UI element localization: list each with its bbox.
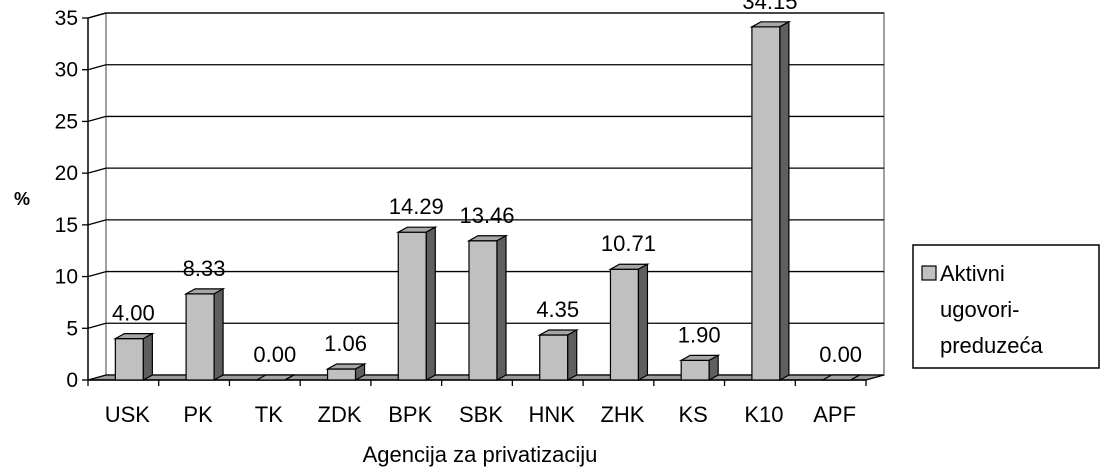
bar xyxy=(820,374,862,381)
legend-line-1: Aktivni xyxy=(940,261,1005,286)
bar xyxy=(537,328,580,382)
bar-side xyxy=(425,226,436,382)
gridline-slant xyxy=(87,270,107,278)
bars xyxy=(113,20,862,382)
data-label: 4.35 xyxy=(536,297,579,322)
legend-swatch xyxy=(921,265,937,281)
y-tick-label: 30 xyxy=(55,59,78,82)
gridline-slant xyxy=(87,115,107,123)
bar-side xyxy=(284,374,295,381)
data-label: 34.15 xyxy=(742,0,797,14)
gridline-slant xyxy=(87,167,107,174)
bar xyxy=(113,332,155,382)
gridline-slant xyxy=(87,219,107,226)
x-tick-label: APF xyxy=(813,402,856,427)
x-tick-label: K10 xyxy=(744,402,783,427)
bar-side xyxy=(213,287,224,382)
legend-line-3: preduzeća xyxy=(940,333,1044,358)
x-axis-title: Agencija za privatizaciju xyxy=(363,442,598,467)
y-tick-label: 10 xyxy=(55,266,78,289)
bar-front xyxy=(468,240,498,381)
axes: 0 5 10 15 20 25 30 35 USK PK TK ZDK BPK SBK HNK ZHK KS K1… xyxy=(55,7,867,427)
bar xyxy=(749,20,792,382)
x-tick-label: PK xyxy=(183,402,213,427)
y-tick-label: 25 xyxy=(55,110,78,133)
bar xyxy=(466,234,509,382)
bar xyxy=(325,363,367,382)
bar-side xyxy=(779,20,790,382)
x-tick-label: SBK xyxy=(459,402,503,427)
y-tick-label: 15 xyxy=(55,214,78,237)
bar xyxy=(183,287,226,382)
data-label: 1.90 xyxy=(678,322,721,347)
x-tick-label: KS xyxy=(679,402,708,427)
data-label: 14.29 xyxy=(389,194,444,219)
bar-side xyxy=(850,374,860,381)
bar-side xyxy=(354,363,366,382)
bar-front xyxy=(609,268,640,381)
data-label: 13.46 xyxy=(459,203,514,228)
bar-side xyxy=(708,354,719,382)
y-tick-label: 5 xyxy=(66,317,78,340)
y-axis-label: % xyxy=(14,189,30,209)
y-tick-label: 35 xyxy=(55,7,78,30)
data-label: 8.33 xyxy=(183,256,226,281)
bar xyxy=(254,374,297,381)
bar xyxy=(678,354,721,382)
x-tick-label: USK xyxy=(105,402,151,427)
bar xyxy=(395,226,438,382)
y-tick-label: 20 xyxy=(55,162,78,185)
x-tick-label: ZHK xyxy=(600,402,644,427)
x-tick-label: HNK xyxy=(529,402,576,427)
data-label: 0.00 xyxy=(819,342,862,367)
data-label: 4.00 xyxy=(112,301,155,326)
bar-front xyxy=(114,338,144,381)
bar-front xyxy=(680,359,710,381)
bar-front xyxy=(397,231,427,381)
bar-side xyxy=(637,263,649,382)
bar-side xyxy=(142,332,153,382)
gridline-slant xyxy=(87,64,107,71)
bar-front xyxy=(326,368,357,381)
y-axis-top-edge xyxy=(87,12,107,19)
bar-front xyxy=(751,26,781,381)
x-tick-label: ZDK xyxy=(318,402,362,427)
data-label: 10.71 xyxy=(601,231,656,256)
data-label: 0.00 xyxy=(253,342,296,367)
x-tick-label: TK xyxy=(255,402,283,427)
data-labels: 4.00 8.33 0.00 1.06 14.29 13.46 4.35 10.71 1.90 3… xyxy=(112,0,862,367)
bar-side xyxy=(567,328,578,382)
legend-box xyxy=(912,244,1100,369)
y-tick-label: 0 xyxy=(66,369,78,392)
bar-side xyxy=(496,234,507,382)
bar xyxy=(608,263,650,382)
legend: Aktivni ugovori- preduzeća xyxy=(912,244,1100,369)
data-label: 1.06 xyxy=(324,331,367,356)
gridline-slant xyxy=(87,322,107,329)
x-tick-label: BPK xyxy=(388,402,432,427)
bar-front xyxy=(539,334,569,381)
bar-front xyxy=(185,293,215,381)
legend-line-2: ugovori- xyxy=(940,297,1019,322)
